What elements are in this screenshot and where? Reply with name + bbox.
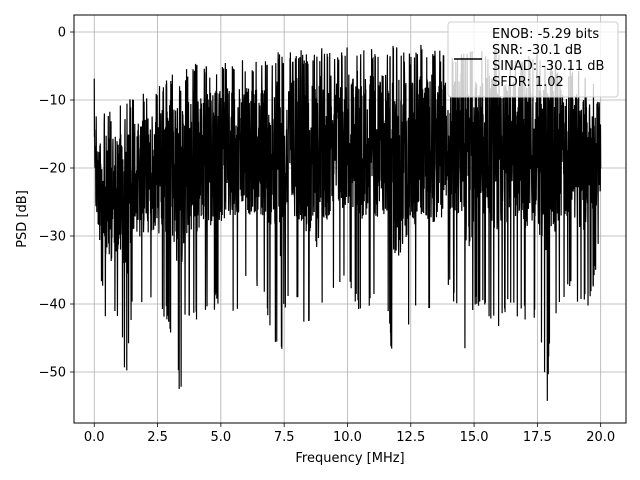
legend-enob: ENOB: -5.29 bits xyxy=(492,27,599,42)
x-tick-label: 2.5 xyxy=(147,430,168,445)
psd-series xyxy=(93,44,602,401)
x-axis-label: Frequency [MHz] xyxy=(295,451,404,466)
y-tick-label: −40 xyxy=(39,298,66,313)
y-axis: 0 −10 −20 −30 −40 −50 xyxy=(39,26,74,381)
legend: ENOB: -5.29 bits SNR: -30.1 dB SINAD: -3… xyxy=(447,21,619,98)
psd-trace xyxy=(93,44,602,401)
y-tick-label: −20 xyxy=(39,162,66,177)
y-tick-label: 0 xyxy=(58,26,66,41)
x-tick-label: 17.5 xyxy=(523,430,552,445)
y-axis-label: PSD [dB] xyxy=(15,190,30,248)
y-tick-label: −30 xyxy=(39,230,66,245)
y-tick-label: −10 xyxy=(39,94,66,109)
legend-box xyxy=(447,21,619,98)
x-tick-label: 0.0 xyxy=(84,430,105,445)
legend-snr: SNR: -30.1 dB xyxy=(492,43,582,58)
x-tick-label: 7.5 xyxy=(274,430,295,445)
x-tick-label: 20.0 xyxy=(586,430,615,445)
x-tick-label: 10.0 xyxy=(333,430,362,445)
y-tick-label: −50 xyxy=(39,366,66,381)
x-axis: 0.0 2.5 5.0 7.5 10.0 12.5 15.0 17.5 20.0 xyxy=(84,423,615,445)
x-tick-label: 12.5 xyxy=(396,430,425,445)
x-tick-label: 15.0 xyxy=(460,430,489,445)
x-tick-label: 5.0 xyxy=(211,430,232,445)
legend-sfdr: SFDR: 1.02 xyxy=(492,75,564,90)
axes-frame xyxy=(73,14,627,424)
legend-sinad: SINAD: -30.11 dB xyxy=(492,59,604,74)
